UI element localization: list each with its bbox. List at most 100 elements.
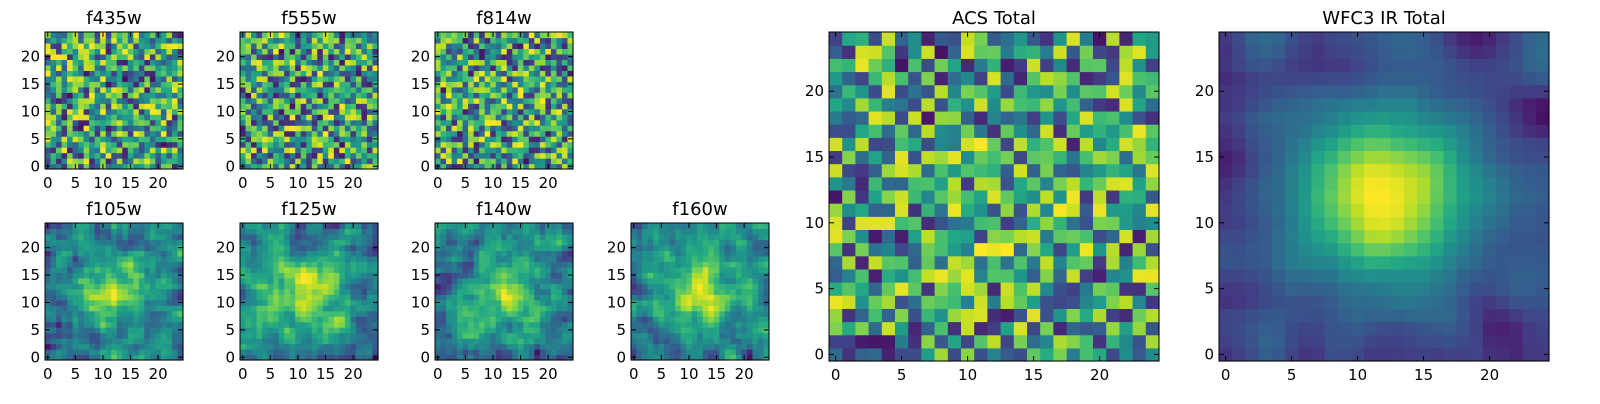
pixel-cell — [84, 114, 90, 120]
pixel-cell — [328, 136, 334, 142]
pixel-cell — [703, 322, 709, 328]
pixel-cell — [139, 43, 145, 49]
pixel-cell — [172, 131, 178, 137]
pixel-cell — [501, 239, 507, 245]
pixel-cell — [714, 256, 720, 262]
pixel-cell — [111, 37, 117, 43]
pixel-cell — [100, 256, 106, 262]
pixel-cell — [144, 43, 150, 49]
pixel-cell — [273, 92, 279, 98]
pixel-cell — [490, 344, 496, 350]
pixel-cell — [441, 223, 447, 229]
pixel-cell — [468, 228, 474, 234]
pixel-cell — [545, 228, 551, 234]
pixel-cell — [106, 87, 112, 93]
pixel-cell — [752, 272, 758, 278]
pixel-cell — [139, 37, 145, 43]
pixel-cell — [89, 234, 95, 240]
pixel-cell — [664, 239, 670, 245]
pixel-cell — [139, 322, 145, 328]
pixel-cell — [290, 267, 296, 273]
pixel-cell — [452, 153, 458, 159]
pixel-cell — [829, 269, 843, 283]
pixel-cell — [457, 349, 463, 355]
pixel-cell — [89, 37, 95, 43]
pixel-cell — [111, 267, 117, 273]
pixel-cell — [155, 289, 161, 295]
pixel-cell — [829, 243, 843, 257]
pixel-cell — [128, 289, 134, 295]
pixel-cell — [350, 322, 356, 328]
pixel-cell — [463, 98, 469, 104]
pixel-cell — [714, 250, 720, 256]
pixel-cell — [268, 316, 274, 322]
pixel-cell — [290, 70, 296, 76]
pixel-cell — [251, 131, 257, 137]
pixel-cell — [328, 349, 334, 355]
pixel-cell — [317, 256, 323, 262]
pixel-cell — [361, 120, 367, 126]
pixel-cell — [457, 338, 463, 344]
pixel-cell — [675, 250, 681, 256]
pixel-cell — [328, 120, 334, 126]
pixel-cell — [78, 223, 84, 229]
pixel-cell — [367, 43, 373, 49]
pixel-cell — [295, 239, 301, 245]
pixel-cell — [268, 120, 274, 126]
pixel-cell — [133, 76, 139, 82]
pixel-cell — [452, 327, 458, 333]
pixel-cell — [78, 250, 84, 256]
pixel-cell — [719, 338, 725, 344]
pixel-cell — [518, 136, 524, 142]
pixel-cell — [708, 311, 714, 317]
pixel-cell — [356, 142, 362, 148]
y-tick-label: 0 — [225, 157, 235, 175]
pixel-cell — [251, 234, 257, 240]
pixel-cell — [301, 48, 307, 54]
pixel-cell — [133, 37, 139, 43]
pixel-cell — [95, 261, 101, 267]
pixel-cell — [540, 294, 546, 300]
pixel-cell — [714, 228, 720, 234]
pixel-cell — [670, 250, 676, 256]
pixel-cell — [312, 349, 318, 355]
pixel-cell — [642, 344, 648, 350]
pixel-cell — [273, 228, 279, 234]
pixel-cell — [172, 234, 178, 240]
pixel-cell — [725, 239, 731, 245]
pixel-cell — [529, 136, 535, 142]
pixel-cell — [1001, 150, 1015, 164]
pixel-cell — [84, 239, 90, 245]
pixel-cell — [987, 216, 1001, 230]
x-tick-label: 10 — [679, 365, 698, 383]
pixel-cell — [144, 234, 150, 240]
pixel-cell — [562, 59, 568, 65]
pixel-cell — [556, 98, 562, 104]
pixel-cell — [741, 322, 747, 328]
pixel-cell — [758, 223, 764, 229]
pixel-cell — [501, 245, 507, 251]
pixel-cell — [512, 54, 518, 60]
pixel-cell — [490, 103, 496, 109]
pixel-cell — [268, 349, 274, 355]
pixel-cell — [268, 300, 274, 306]
panel-title: f160w — [672, 199, 727, 220]
pixel-cell — [89, 272, 95, 278]
pixel-cell — [251, 349, 257, 355]
pixel-cell — [67, 131, 73, 137]
pixel-cell — [758, 228, 764, 234]
pixel-cell — [51, 349, 57, 355]
pixel-cell — [356, 125, 362, 131]
pixel-cell — [246, 54, 252, 60]
pixel-cell — [240, 147, 246, 153]
pixel-cell — [361, 103, 367, 109]
y-tick-label: 5 — [420, 130, 430, 148]
pixel-cell — [752, 256, 758, 262]
pixel-cell — [361, 272, 367, 278]
pixel-cell — [446, 261, 452, 267]
pixel-cell — [350, 37, 356, 43]
pixel-cell — [122, 81, 128, 87]
pixel-cell — [78, 158, 84, 164]
pixel-cell — [273, 120, 279, 126]
pixel-cell — [367, 59, 373, 65]
